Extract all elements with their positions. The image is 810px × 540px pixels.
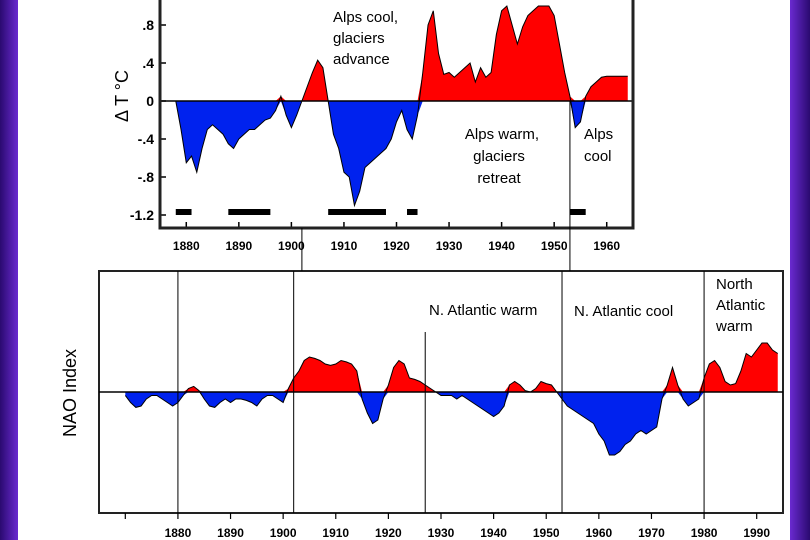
alps-anomaly-cool-fill — [175, 101, 628, 206]
annotation-line: North — [716, 276, 753, 293]
nao-annotation-north-atlantic-warm: North Atlantic warm — [715, 276, 766, 335]
x-tick-label: 1910 — [331, 239, 358, 253]
annotation-line: Alps — [584, 126, 613, 143]
nao-index-warm-fill — [125, 343, 778, 392]
x-tick-label: 1890 — [225, 239, 252, 253]
x-tick-label: 1920 — [375, 526, 402, 540]
x-tick-label: 1920 — [383, 239, 410, 253]
alps-anomaly-warm-fill — [175, 6, 628, 101]
annotation-line: advance — [333, 51, 390, 68]
x-tick-label: 1890 — [217, 526, 244, 540]
right-frame-border — [790, 0, 810, 540]
x-tick-label: 1980 — [691, 526, 718, 540]
nao-index-chart: 1880 1890 1900 1910 1920 1930 1940 1950 1960 1970… — [60, 270, 784, 540]
annotation-line: glaciers — [473, 148, 525, 165]
x-tick-label: 1930 — [436, 239, 463, 253]
x-tick-label: 1910 — [322, 526, 349, 540]
x-tick-label: 1960 — [585, 526, 612, 540]
x-tick-label: 1990 — [743, 526, 770, 540]
cool-period-bar — [228, 209, 271, 215]
alps-anomaly-area — [175, 5, 628, 208]
alps-annotation-cool-advance: Alps cool, glaciers advance — [333, 9, 398, 68]
alps-chart-frame — [158, 0, 635, 230]
x-tick-label: 1900 — [278, 239, 305, 253]
cool-period-bar — [328, 209, 386, 215]
nao-index-cool-fill — [125, 392, 778, 455]
cool-period-bar — [407, 209, 418, 215]
nao-annotation-na-warm: N. Atlantic warm — [429, 302, 537, 319]
annotation-line: warm — [715, 318, 753, 335]
alps-annotation-warm-retreat: Alps warm, glaciers retreat — [465, 126, 539, 187]
annotation-line: Alps cool, — [333, 9, 398, 26]
annotation-line: Alps warm, — [465, 126, 539, 143]
nao-axis-ticks: 1880 1890 1900 1910 1920 1930 1940 1950 1960 1970… — [124, 513, 770, 540]
alps-cool-period-bars — [175, 209, 586, 215]
y-tick-label: -.4 — [138, 131, 155, 147]
x-tick-label: 1880 — [165, 526, 192, 540]
period-connector-lines — [177, 101, 705, 513]
nao-y-axis-label: NAO Index — [60, 349, 80, 437]
cool-period-bar — [569, 209, 586, 215]
x-tick-label: 1900 — [270, 526, 297, 540]
x-tick-label: 1940 — [480, 526, 507, 540]
annotation-line: Atlantic — [716, 297, 766, 314]
x-tick-label: 1970 — [638, 526, 665, 540]
x-tick-label: 1930 — [428, 526, 455, 540]
cool-period-bar — [175, 209, 192, 215]
x-tick-label: 1940 — [488, 239, 515, 253]
annotation-line: cool — [584, 148, 612, 165]
y-tick-label: .4 — [142, 55, 154, 71]
alps-annotation-cool: Alps cool — [584, 126, 613, 165]
x-tick-label: 1880 — [173, 239, 200, 253]
x-tick-label: 1950 — [533, 526, 560, 540]
alps-axis-ticks: 1880 1890 1900 1910 1920 1930 1940 1950 1960 .8 .4… — [130, 17, 621, 253]
annotation-line: glaciers — [333, 30, 385, 47]
y-tick-label: -1.2 — [130, 207, 154, 223]
y-tick-label: 0 — [146, 93, 154, 109]
x-tick-label: 1950 — [541, 239, 568, 253]
annotation-line: retreat — [477, 170, 521, 187]
nao-index-outline — [124, 342, 779, 456]
left-frame-border — [0, 0, 18, 540]
alps-anomaly-outline — [175, 5, 628, 208]
alps-temperature-chart: 1880 1890 1900 1910 1920 1930 1940 1950 1960 .8 .4… — [112, 0, 635, 253]
x-tick-label: 1960 — [593, 239, 620, 253]
nao-index-area — [124, 342, 779, 456]
nao-annotation-na-cool: N. Atlantic cool — [574, 303, 673, 320]
y-tick-label: .8 — [142, 17, 154, 33]
y-tick-label: -.8 — [138, 169, 155, 185]
alps-y-axis-label: Δ T °C — [112, 70, 132, 122]
